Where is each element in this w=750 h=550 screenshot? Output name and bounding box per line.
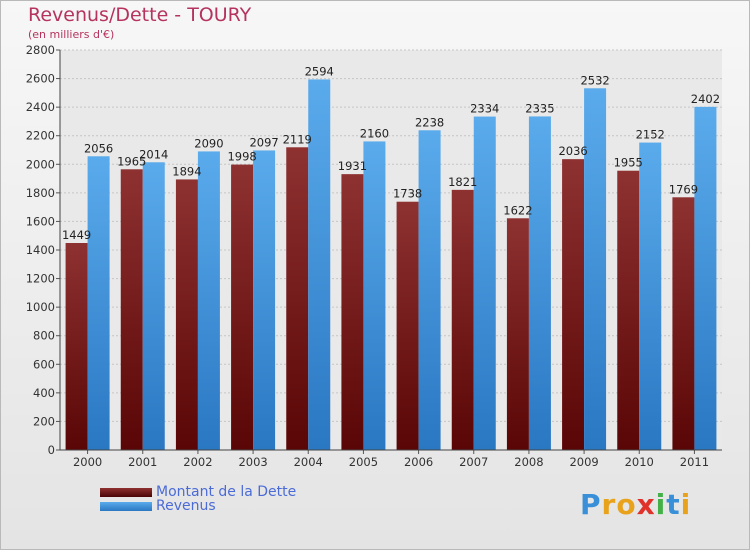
x-tick-label: 2008 (514, 455, 543, 469)
data-label-revenue: 2056 (84, 141, 113, 155)
bar-debt (672, 197, 695, 450)
bar-revenue (87, 156, 110, 451)
y-tick-label: 400 (33, 386, 55, 400)
x-tick-label: 2001 (128, 455, 157, 469)
data-label-revenue: 2160 (360, 126, 389, 140)
bar-debt (286, 147, 309, 451)
bar-debt (120, 169, 143, 451)
data-label-debt: 1894 (172, 164, 201, 178)
y-tick-label: 1800 (26, 186, 55, 200)
data-label-debt: 1449 (62, 228, 91, 242)
x-tick-label: 2002 (183, 455, 212, 469)
y-tick-label: 0 (48, 443, 55, 457)
y-tick-label: 800 (33, 329, 55, 343)
bar-debt (231, 164, 254, 451)
x-tick-label: 2010 (625, 455, 654, 469)
x-tick-label: 2011 (680, 455, 709, 469)
bar-debt (396, 201, 419, 450)
bar-revenue (584, 88, 607, 451)
bar-debt (617, 170, 640, 450)
data-label-revenue: 2532 (580, 73, 609, 87)
y-tick-label: 1000 (26, 300, 55, 314)
data-label-debt: 1955 (614, 156, 643, 170)
y-tick-label: 1400 (26, 243, 55, 257)
legend-swatch-debt (100, 488, 152, 497)
chart-title: Revenus/Dette - TOURY (28, 4, 252, 26)
y-tick-label: 600 (33, 357, 55, 371)
bar-revenue (363, 141, 386, 450)
y-tick-label: 2400 (26, 100, 55, 114)
data-label-revenue: 2152 (636, 128, 665, 142)
proxiti-logo: Proxiti (580, 488, 692, 521)
data-label-revenue: 2014 (139, 147, 168, 161)
data-label-revenue: 2402 (691, 92, 720, 106)
data-label-debt: 1738 (393, 187, 422, 201)
bar-revenue (473, 116, 496, 451)
data-label-debt: 1769 (669, 182, 698, 196)
data-label-revenue: 2335 (525, 101, 554, 115)
legend-swatch-revenue (100, 502, 152, 511)
bar-debt (451, 189, 474, 450)
bar-revenue (308, 79, 331, 450)
bar-revenue (142, 162, 165, 451)
legend-label-revenue: Revenus (156, 498, 216, 514)
x-tick-label: 2000 (73, 455, 102, 469)
bar-debt (65, 243, 88, 450)
data-label-revenue: 2334 (470, 102, 499, 116)
chart-subtitle: (en milliers d'€) (28, 28, 115, 41)
y-tick-label: 1600 (26, 214, 55, 228)
bar-debt (562, 159, 585, 450)
data-label-debt: 1998 (227, 150, 256, 164)
data-label-debt: 1622 (503, 203, 532, 217)
bar-debt (506, 218, 529, 450)
data-label-revenue: 2594 (305, 64, 334, 78)
x-tick-label: 2005 (349, 455, 378, 469)
bar-revenue (418, 130, 441, 451)
bar-revenue (639, 142, 662, 451)
x-tick-label: 2003 (238, 455, 267, 469)
data-label-debt: 2036 (558, 144, 587, 158)
x-tick-label: 2006 (404, 455, 433, 469)
bar-debt (341, 174, 364, 450)
bar-revenue (528, 116, 551, 450)
bar-debt (175, 179, 198, 450)
x-tick-label: 2009 (569, 455, 598, 469)
y-tick-label: 1200 (26, 272, 55, 286)
x-tick-label: 2007 (459, 455, 488, 469)
data-label-revenue: 2238 (415, 115, 444, 129)
bar-revenue (694, 106, 717, 450)
data-label-revenue: 2097 (249, 135, 278, 149)
data-label-debt: 1965 (117, 154, 146, 168)
bar-revenue (253, 150, 276, 450)
plot-area (60, 50, 722, 450)
y-tick-label: 2200 (26, 129, 55, 143)
data-label-debt: 1931 (338, 159, 367, 173)
data-label-debt: 1821 (448, 175, 477, 189)
data-label-revenue: 2090 (194, 136, 223, 150)
y-tick-label: 200 (33, 414, 55, 428)
bar-revenue (197, 151, 220, 450)
x-tick-label: 2004 (294, 455, 323, 469)
y-tick-label: 2000 (26, 157, 55, 171)
y-tick-label: 2800 (26, 43, 55, 57)
data-label-debt: 2119 (283, 132, 312, 146)
legend-label-debt: Montant de la Dette (156, 484, 297, 500)
y-tick-label: 2600 (26, 72, 55, 86)
